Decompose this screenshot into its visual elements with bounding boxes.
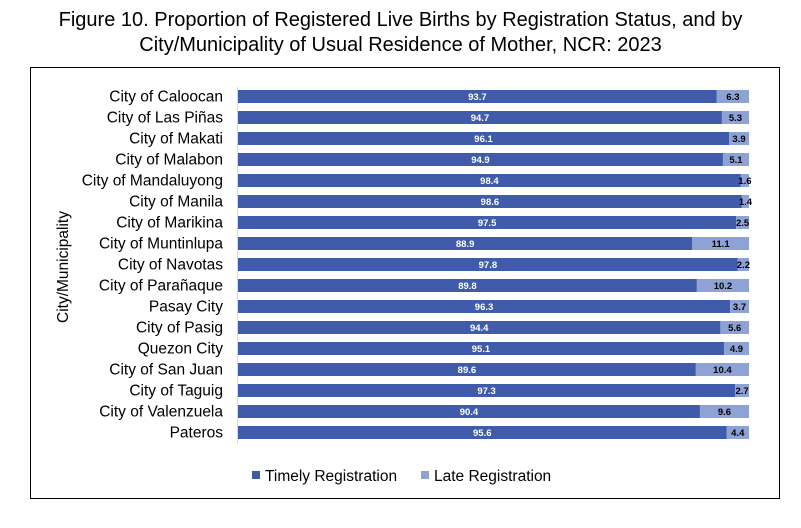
data-label-late: 5.3 (729, 113, 742, 124)
data-label-late: 11.1 (712, 239, 731, 250)
bar-late-registration (726, 426, 749, 439)
data-label-timely: 88.9 (456, 239, 475, 250)
data-label-timely: 95.6 (473, 428, 492, 439)
category-label: City of Marikina (116, 215, 223, 232)
data-label-timely: 94.9 (471, 155, 490, 166)
chart-title-line-2: City/Municipality of Usual Residence of … (139, 34, 662, 56)
category-label: City of Navotas (118, 257, 223, 274)
bar-late-registration (696, 279, 749, 292)
bar-timely-registration (238, 90, 717, 103)
bar-timely-registration (238, 132, 730, 145)
category-label: City of Manila (129, 194, 223, 211)
data-label-late: 3.9 (732, 134, 745, 145)
chart-title: Figure 10. Proportion of Registered Live… (0, 8, 801, 58)
bar-timely-registration (238, 384, 736, 397)
data-label-timely: 94.7 (471, 113, 490, 124)
bar-timely-registration (238, 342, 724, 355)
data-label-timely: 97.3 (477, 386, 496, 397)
bar-timely-registration (238, 405, 700, 418)
data-label-timely: 95.1 (472, 344, 491, 355)
category-label: City of Parañaque (99, 278, 223, 295)
bar-late-registration (741, 195, 749, 208)
bar-timely-registration (238, 111, 722, 124)
data-label-late: 9.6 (718, 407, 731, 418)
bar-late-registration (720, 321, 749, 334)
data-label-late: 5.6 (728, 323, 741, 334)
bar-timely-registration (238, 258, 738, 271)
bar-timely-registration (238, 195, 742, 208)
bar-late-registration (695, 363, 749, 376)
category-label: Pasay City (149, 299, 223, 316)
data-label-late: 4.9 (730, 344, 743, 355)
data-label-timely: 89.8 (458, 281, 477, 292)
bar-late-registration (723, 342, 749, 355)
data-label-timely: 97.8 (479, 260, 498, 271)
bar-timely-registration (238, 426, 727, 439)
data-label-late: 6.3 (726, 92, 739, 103)
category-label: City of San Juan (109, 362, 223, 379)
category-label: City of Muntinlupa (99, 236, 223, 253)
bar-late-registration (740, 174, 749, 187)
bar-late-registration (736, 216, 749, 229)
data-label-late: 5.1 (729, 155, 743, 166)
category-label: City of Makati (129, 131, 223, 148)
data-label-late: 2.7 (735, 386, 748, 397)
data-label-timely: 98.4 (480, 176, 499, 187)
data-label-late: 10.4 (713, 365, 732, 376)
data-label-timely: 94.4 (470, 323, 489, 334)
bar-late-registration (699, 405, 749, 418)
bar-late-registration (692, 237, 749, 250)
category-label: City of Pasig (136, 320, 223, 337)
bar-timely-registration (238, 216, 737, 229)
category-label: City of Taguig (129, 383, 223, 400)
bar-timely-registration (238, 363, 696, 376)
data-label-timely: 90.4 (460, 407, 479, 418)
data-label-timely: 96.1 (474, 134, 493, 145)
bar-late-registration (730, 300, 749, 313)
bar-late-registration (716, 90, 749, 103)
legend-swatch-late (421, 471, 429, 479)
bar-timely-registration (238, 321, 721, 334)
bar-timely-registration (238, 279, 697, 292)
bar-timely-registration (238, 174, 741, 187)
data-label-timely: 96.3 (475, 302, 494, 313)
bar-late-registration (735, 384, 749, 397)
data-label-late: 1.4 (739, 197, 753, 208)
bar-late-registration (729, 132, 749, 145)
category-label: City of Mandaluyong (82, 173, 223, 190)
data-label-late: 3.7 (733, 302, 746, 313)
bar-timely-registration (238, 237, 693, 250)
y-axis-title: City/Municipality (55, 211, 72, 323)
bar-late-registration (722, 153, 749, 166)
data-label-late: 1.6 (738, 176, 751, 187)
legend-label-late: Late Registration (434, 468, 551, 485)
data-label-timely: 97.5 (478, 218, 497, 229)
data-label-timely: 93.7 (468, 92, 487, 103)
data-label-timely: 89.6 (458, 365, 477, 376)
legend-label-timely: Timely Registration (265, 468, 397, 485)
chart-title-line-1: Figure 10. Proportion of Registered Live… (58, 9, 743, 31)
category-label: City of Las Piñas (107, 110, 224, 127)
data-label-late: 2.5 (736, 218, 750, 229)
category-label: Pateros (170, 425, 224, 442)
chart-frame (30, 67, 780, 499)
data-label-late: 10.2 (714, 281, 733, 292)
data-label-late: 2.2 (737, 260, 750, 271)
category-label: City of Valenzuela (99, 404, 223, 421)
category-label: Quezon City (138, 341, 224, 358)
bar-late-registration (721, 111, 749, 124)
bar-late-registration (737, 258, 749, 271)
bar-timely-registration (238, 300, 731, 313)
data-label-late: 4.4 (731, 428, 745, 439)
legend-swatch-timely (252, 471, 260, 479)
data-label-timely: 98.6 (481, 197, 500, 208)
bar-timely-registration (238, 153, 723, 166)
category-label: City of Caloocan (109, 89, 223, 106)
category-label: City of Malabon (115, 152, 223, 169)
